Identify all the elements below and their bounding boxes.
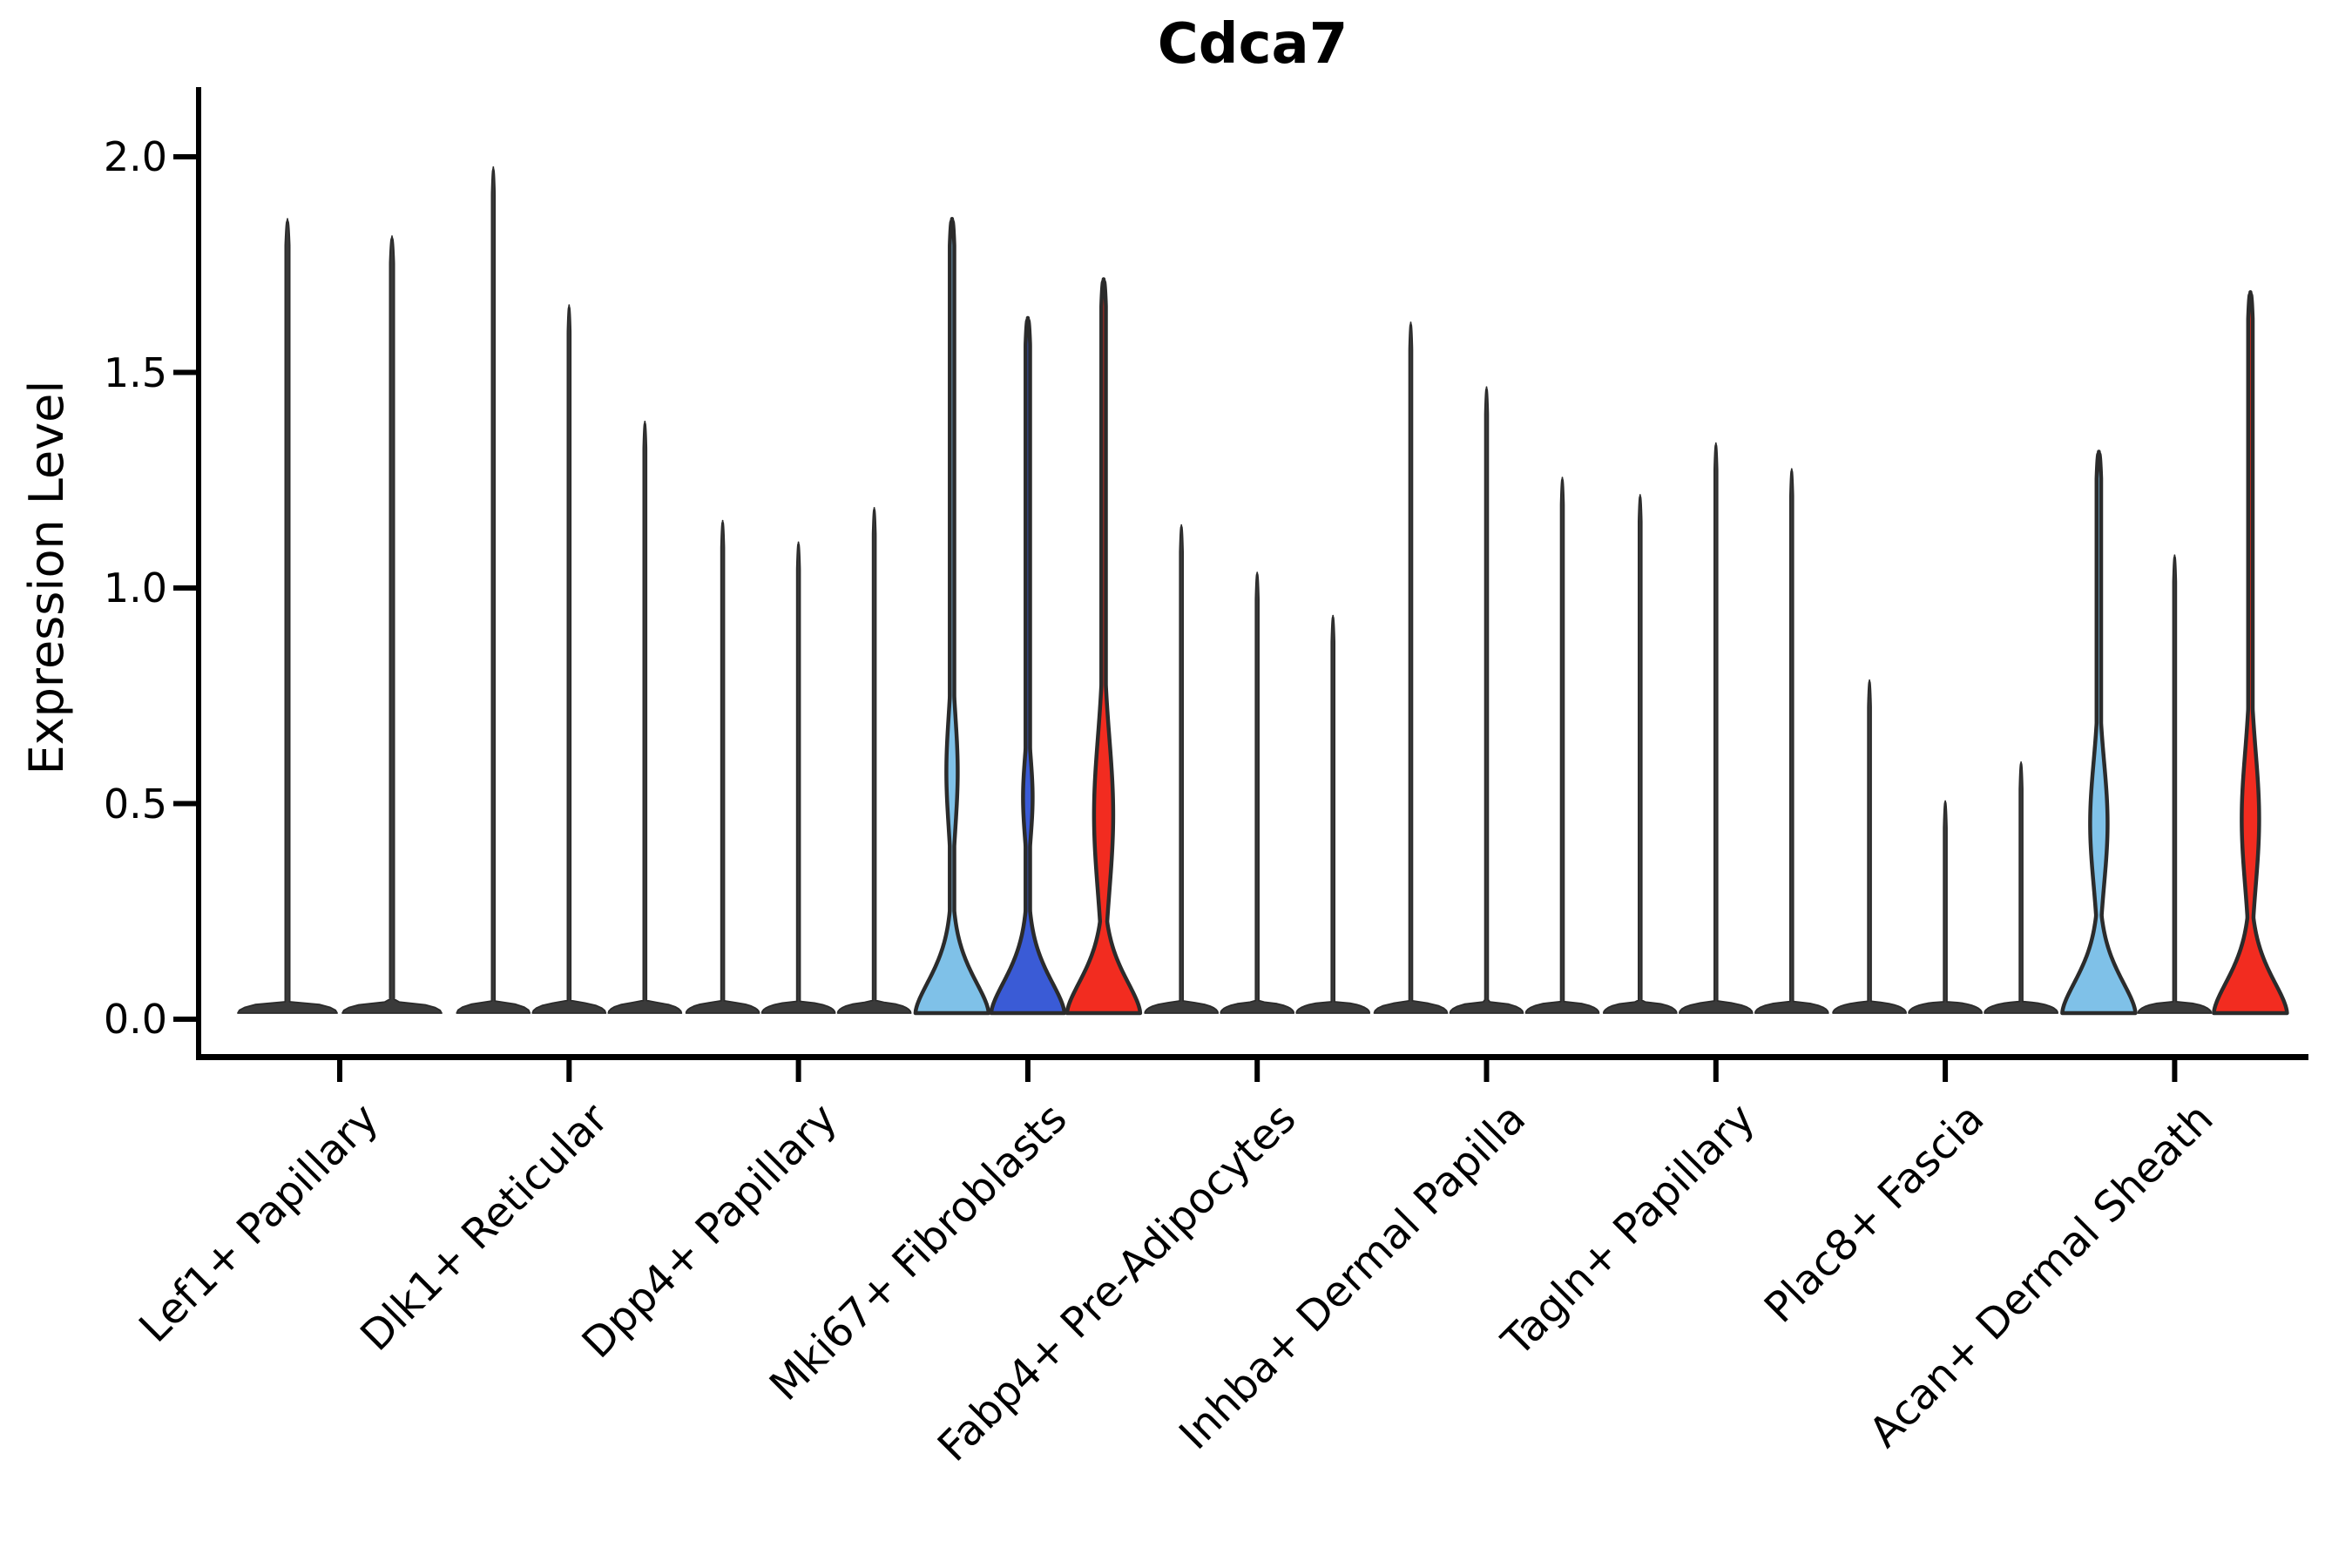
y-tick-label-0: 0.0 (103, 996, 167, 1043)
x-tick-mark (566, 1060, 572, 1082)
violin-3-1 (989, 315, 1067, 1016)
x-tick-mark (1254, 1060, 1260, 1082)
x-tick-mark (2172, 1060, 2178, 1082)
violin-8-2 (2212, 290, 2289, 1016)
y-tick-label-1: 0.5 (103, 780, 167, 828)
y-axis-label: Expression Level (19, 380, 74, 775)
x-tick-mark (1024, 1060, 1031, 1082)
violin-7-2 (1984, 761, 2058, 1014)
violin-1-0 (456, 166, 531, 1014)
y-axis-spine (196, 87, 201, 1060)
violin-6-1 (1678, 442, 1754, 1014)
violin-2-2 (836, 507, 912, 1014)
violin-8-0 (2060, 449, 2138, 1016)
violin-3-0 (913, 216, 991, 1016)
y-tick-mark (173, 369, 196, 375)
y-tick-label-4: 2.0 (103, 133, 167, 180)
violin-2-0 (685, 519, 760, 1014)
violin-0-0 (237, 218, 338, 1014)
violin-8-1 (2137, 554, 2213, 1014)
violin-3-2 (1064, 277, 1143, 1016)
violin-5-0 (1373, 321, 1449, 1014)
y-tick-label-2: 1.0 (103, 564, 167, 612)
x-tick-mark (795, 1060, 801, 1082)
x-tick-mark (1713, 1060, 1719, 1082)
violin-6-2 (1754, 468, 1829, 1014)
y-tick-mark (173, 154, 196, 159)
violin-7-1 (1908, 800, 1983, 1014)
x-tick-mark (1943, 1060, 1949, 1082)
x-tick-mark (337, 1060, 342, 1082)
x-axis-spine (196, 1054, 2308, 1060)
y-tick-mark (173, 585, 196, 591)
violin-6-0 (1602, 494, 1678, 1014)
y-tick-mark (173, 801, 196, 807)
violin-5-1 (1449, 386, 1524, 1014)
chart-title: Cdca7 (1157, 12, 1348, 77)
violin-2-1 (760, 541, 836, 1014)
y-tick-mark (173, 1017, 196, 1022)
y-tick-label-3: 1.5 (103, 348, 167, 396)
violin-1-1 (531, 304, 607, 1014)
violin-0-1 (341, 235, 443, 1014)
violin-4-0 (1144, 524, 1220, 1014)
violin-4-2 (1295, 614, 1371, 1014)
x-tick-mark (1484, 1060, 1490, 1082)
violin-7-0 (1832, 679, 1907, 1014)
violin-1-2 (607, 420, 683, 1014)
violin-4-1 (1220, 571, 1295, 1014)
violin-5-2 (1524, 476, 1600, 1014)
